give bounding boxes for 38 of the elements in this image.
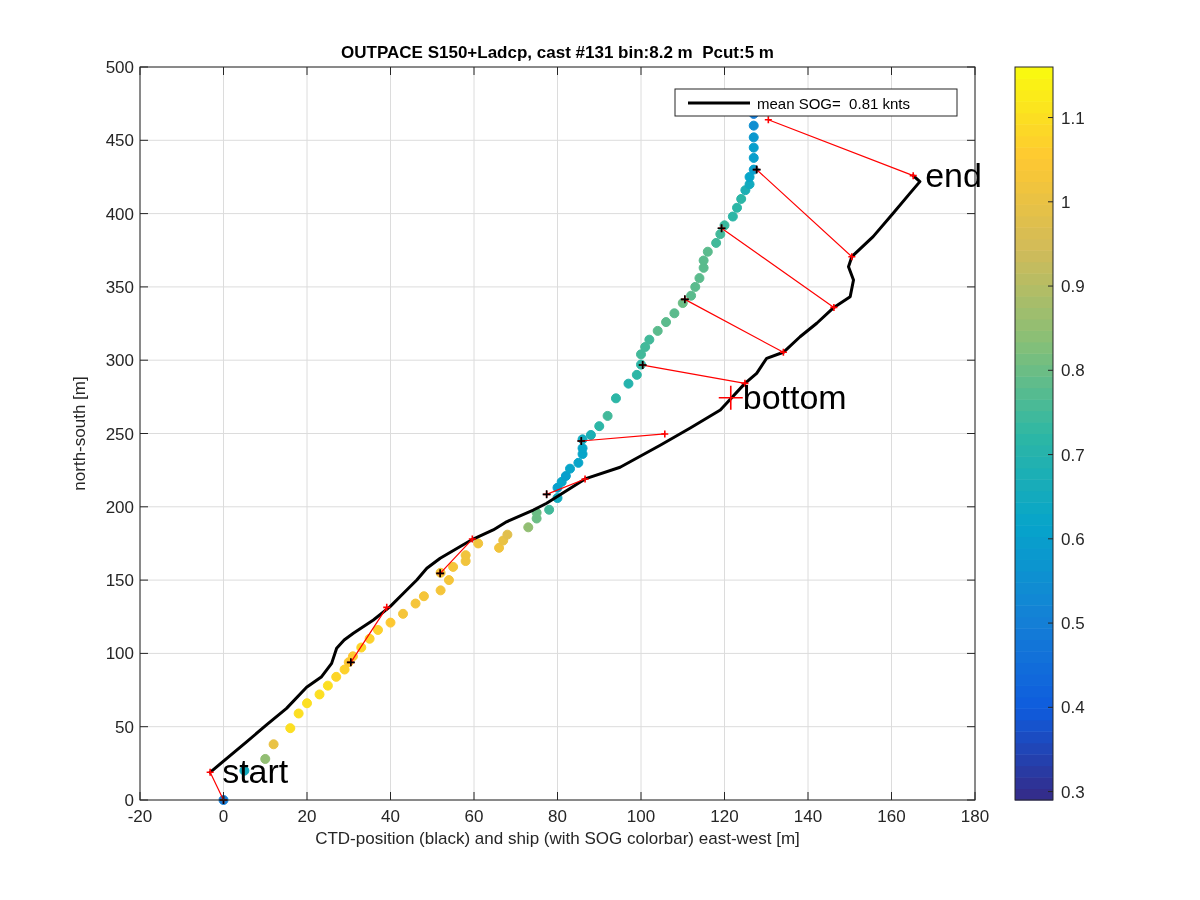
y-tick-label: 450 (105, 131, 134, 151)
x-tick-label: 140 (793, 807, 823, 826)
x-tick-label: 20 (297, 807, 317, 826)
annotation: bottom (742, 377, 847, 416)
annotation: end (925, 155, 982, 194)
x-tick-label: 0 (218, 807, 229, 826)
color-bar-label: 0.9 (1061, 277, 1085, 297)
x-tick-label: -20 (127, 807, 153, 826)
y-tick-label: 150 (105, 571, 134, 591)
x-tick-label: 180 (960, 807, 990, 826)
y-tick-label: 500 (105, 58, 134, 77)
color-bar-label: 1 (1061, 192, 1071, 212)
x-tick-label: 80 (548, 807, 567, 826)
y-tick-label: 300 (105, 351, 134, 371)
chart-title: OUTPACE S150+Ladcp, cast #131 bin:8.2 m Pcut:5 m (341, 43, 774, 62)
color-bar-label: 0.5 (1061, 614, 1085, 634)
x-tick-label: 100 (626, 807, 656, 826)
y-axis-title: north-south [m] (70, 376, 89, 491)
y-tick-label: 200 (105, 497, 134, 517)
color-bar-label: 0.4 (1061, 698, 1085, 718)
color-bar-label: 0.8 (1061, 361, 1085, 381)
y-tick-label: 100 (105, 644, 134, 664)
color-bar-label: 0.7 (1061, 445, 1085, 465)
x-tick-label: 120 (710, 807, 739, 826)
annotation: start (222, 752, 289, 791)
x-axis-title: CTD-position (black) and ship (with SOG colorbar) east-west [m] (315, 829, 800, 848)
legend-label: mean SOG= 0.81 knts (757, 95, 910, 112)
x-tick-label: 40 (381, 807, 400, 826)
y-tick-label: 350 (105, 277, 134, 297)
x-tick-label: 60 (464, 807, 484, 826)
y-tick-label: 50 (115, 717, 134, 737)
color-bar-label: 0.3 (1061, 782, 1085, 802)
y-tick-label: 400 (105, 204, 134, 224)
x-tick-label: 160 (877, 807, 906, 826)
color-bar-label: 0.6 (1061, 529, 1085, 549)
y-tick-label: 0 (124, 791, 134, 810)
color-bar-label: 1.1 (1061, 108, 1085, 128)
y-tick-label: 250 (105, 424, 134, 444)
